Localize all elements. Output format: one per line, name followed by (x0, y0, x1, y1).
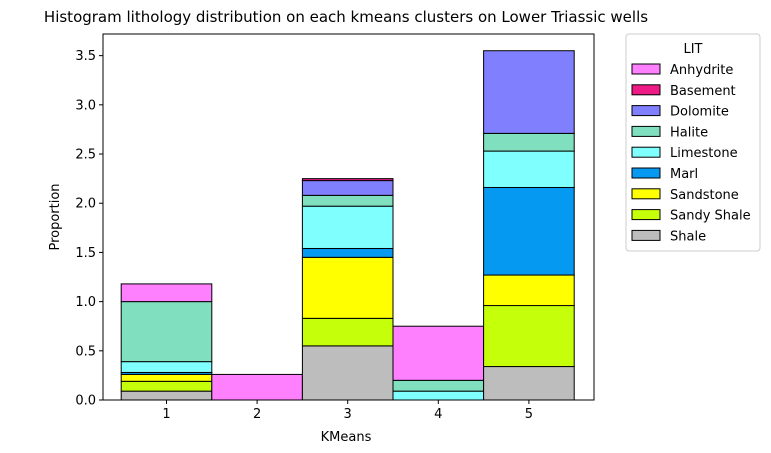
bar-segment-2-anhydrite (211, 373, 303, 401)
bar-segment-5-limestone (483, 150, 575, 188)
legend-label: Marl (670, 167, 698, 182)
x-tick-label: 4 (434, 407, 442, 422)
legend-swatch-sandy-shale (631, 209, 661, 221)
y-tick-label: 2.5 (75, 148, 96, 163)
legend-label: Limestone (670, 146, 738, 161)
legend-swatch-sandstone (631, 188, 661, 200)
legend-label: Shale (670, 229, 706, 244)
y-tick-label: 3.5 (75, 49, 96, 64)
legend-label: Sandstone (670, 188, 739, 203)
bar-segment-1-anhydrite (120, 283, 213, 303)
legend-label: Dolomite (670, 105, 729, 120)
legend-title: LIT (683, 42, 702, 57)
legend-swatch-limestone (631, 146, 661, 158)
legend-swatch-halite (631, 125, 661, 137)
bar-segment-5-shale (483, 366, 575, 401)
bar-segment-1-limestone (120, 361, 213, 373)
bar-segment-3-limestone (301, 205, 394, 249)
plot-frame (102, 33, 595, 401)
bar-segment-3-sandstone (301, 256, 394, 319)
legend-label: Sandy Shale (670, 209, 751, 224)
bar-segment-3-halite (301, 194, 394, 207)
bar-segment-4-limestone (392, 390, 485, 401)
bar-segment-3-dolomite (301, 180, 394, 196)
legend-label: Anhydrite (670, 63, 733, 78)
legend-items: Anhydrite Basement Dolomite Halite Limestone… (631, 63, 751, 244)
bar-segment-4-anhydrite (392, 325, 485, 381)
bar-segment-5-marl (483, 186, 575, 276)
chart-title: Histogram lithology distribution on each… (44, 8, 648, 26)
legend-label: Halite (670, 125, 708, 140)
bar-segment-5-halite (483, 132, 575, 152)
bar-segment-1-shale (120, 390, 213, 401)
x-tick-label: 3 (344, 407, 352, 422)
bar-segment-3-shale (301, 345, 394, 401)
bar-segment-3-marl (301, 247, 394, 258)
bar-segment-1-sandy-shale (120, 380, 213, 392)
bar-segment-1-sandstone (120, 373, 213, 382)
y-axis-label: Proportion (48, 183, 63, 250)
x-tick-label: 2 (253, 407, 261, 422)
bar-segment-3-sandy-shale (301, 317, 394, 347)
x-tick-label: 1 (162, 407, 170, 422)
x-axis-label: KMeans (321, 430, 372, 445)
legend-label: Basement (670, 84, 736, 99)
bar-segment-5-dolomite (483, 50, 575, 134)
legend-swatch-basement (631, 84, 661, 96)
legend: LIT Anhydrite Basement Dolomite Halite Limes… (625, 33, 761, 252)
legend-swatch-dolomite (631, 105, 661, 117)
y-tick-label: 0.5 (75, 344, 96, 359)
bar-segment-4-halite (392, 379, 485, 392)
bar-segment-5-sandstone (483, 274, 575, 307)
y-tick-label: 3.0 (75, 98, 96, 113)
y-tick-label: 1.0 (75, 295, 96, 310)
y-tick-label: 1.5 (75, 246, 96, 261)
legend-swatch-shale (631, 229, 661, 241)
x-tick-label: 5 (525, 407, 533, 422)
y-tick-label: 0.0 (75, 394, 96, 409)
x-axis: 1 2 3 4 5 (162, 400, 533, 422)
bar-segment-1-halite (120, 301, 213, 363)
y-axis: 0.0 0.5 1.0 1.5 2.0 2.5 3.0 3.5 (75, 49, 103, 409)
y-tick-label: 2.0 (75, 197, 96, 212)
bar-segment-5-sandy-shale (483, 305, 575, 368)
bars-group (120, 50, 575, 401)
legend-swatch-marl (631, 167, 661, 179)
bar-segment-3-basement (301, 178, 394, 182)
legend-swatch-anhydrite (631, 63, 661, 75)
